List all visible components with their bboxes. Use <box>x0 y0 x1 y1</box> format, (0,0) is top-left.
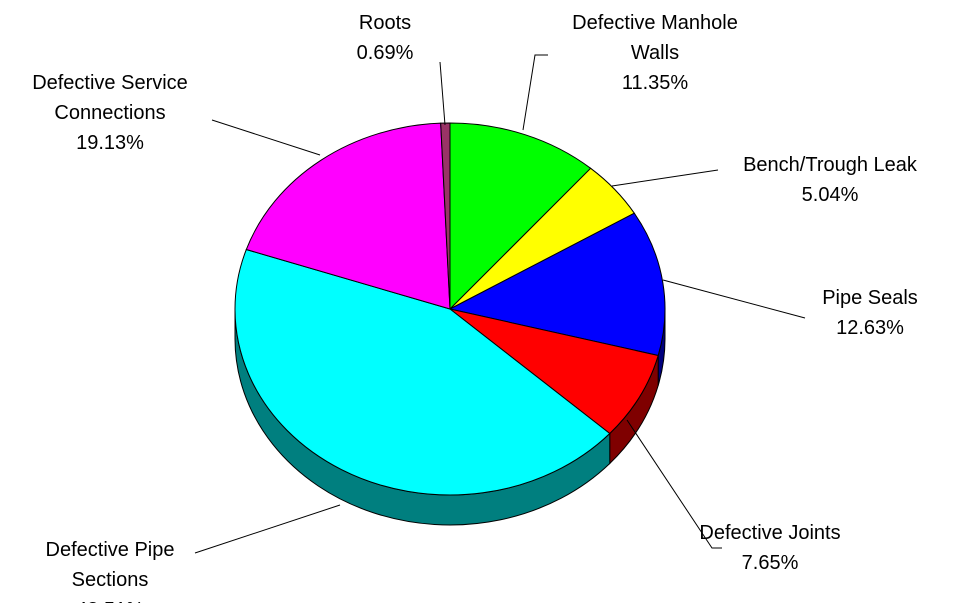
slice-label: Defective Service Connections 19.13% <box>15 68 205 158</box>
slice <box>449 122 592 311</box>
value-label: 0.69% <box>356 42 414 64</box>
leader-line <box>439 61 446 126</box>
leader-line <box>611 169 719 187</box>
value-label: 43.51% <box>25 595 195 603</box>
category-label: Roots <box>358 12 412 34</box>
category-label: Defective Service Connections <box>32 72 188 124</box>
slice <box>245 122 451 310</box>
slice <box>448 212 666 357</box>
value-label: 7.65% <box>741 552 799 574</box>
leader-line <box>522 54 548 131</box>
slice <box>449 308 659 435</box>
leader-line <box>626 419 722 549</box>
slice-label: Defective Pipe Sections 43.51% <box>25 535 195 603</box>
slice <box>234 248 611 496</box>
value-label: 19.13% <box>76 132 144 154</box>
slice-label: Bench/Trough Leak 5.04% <box>715 150 945 210</box>
leader-line <box>211 119 321 156</box>
category-label: Defective Pipe Sections <box>45 539 175 591</box>
leader-line <box>662 279 806 319</box>
slice-label: Pipe Seals 12.63% <box>795 283 945 343</box>
category-label: Defective Manhole Walls <box>572 12 738 64</box>
category-label: Bench/Trough Leak <box>743 154 917 176</box>
category-label: Pipe Seals <box>822 287 918 309</box>
value-label: 5.04% <box>801 184 859 206</box>
value-label: 11.35% <box>621 72 689 94</box>
slice-label: Roots 0.69% <box>335 8 435 68</box>
value-label: 12.63% <box>836 317 904 339</box>
slice-label: Defective Manhole Walls 11.35% <box>555 8 755 98</box>
category-label: Defective Joints <box>699 522 841 544</box>
leader-line <box>194 504 341 554</box>
slice-label: Defective Joints 7.65% <box>660 518 880 578</box>
